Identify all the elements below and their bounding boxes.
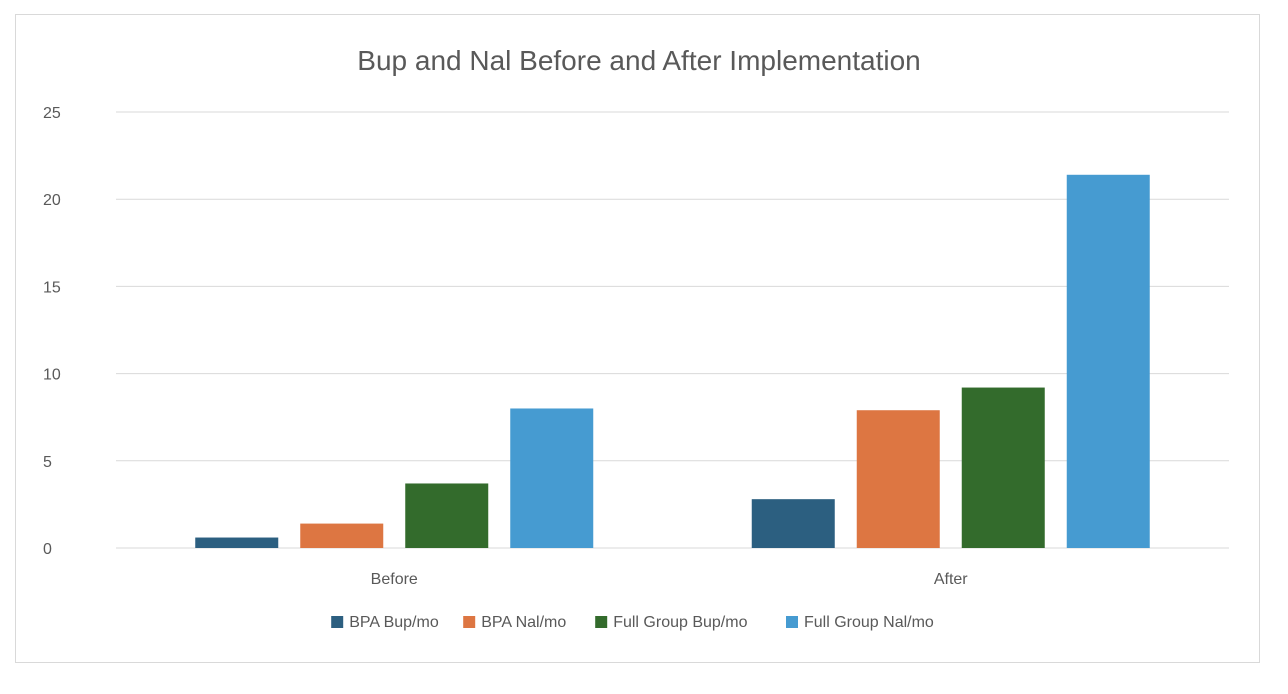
- legend-swatch: [331, 616, 344, 628]
- bar: [405, 483, 489, 548]
- legend-item: BPA Bup/mo: [331, 614, 439, 631]
- bar: [195, 537, 279, 548]
- x-category-label: After: [934, 571, 968, 588]
- legend-label: BPA Bup/mo: [349, 614, 439, 631]
- bar: [300, 523, 384, 548]
- legend-item: BPA Nal/mo: [463, 614, 566, 631]
- y-tick-label: 25: [43, 105, 61, 122]
- legend-swatch: [786, 616, 798, 628]
- legend-label: Full Group Nal/mo: [804, 614, 934, 631]
- bar: [751, 499, 835, 548]
- legend-label: BPA Nal/mo: [481, 614, 566, 631]
- chart-title: Bup and Nal Before and After Implementat…: [357, 45, 920, 76]
- y-tick-label: 15: [43, 279, 61, 296]
- bar: [510, 408, 594, 548]
- legend-item: Full Group Nal/mo: [786, 614, 934, 631]
- legend: BPA Bup/mo BPA Nal/mo Full Group Bup/mo Ful…: [331, 614, 934, 631]
- bar-chart: Bup and Nal Before and After Implementat…: [43, 45, 1229, 631]
- legend-label: Full Group Bup/mo: [613, 614, 747, 631]
- chart-frame: Bup and Nal Before and After Implementat…: [15, 14, 1260, 663]
- legend-item: Full Group Bup/mo: [595, 614, 748, 631]
- y-tick-label: 10: [43, 367, 61, 384]
- bar: [961, 387, 1045, 548]
- bar: [1066, 174, 1150, 548]
- bars: [195, 174, 1150, 548]
- bar: [856, 410, 940, 548]
- x-category-label: Before: [371, 571, 418, 588]
- y-axis-ticks: 0 5 10 15 20 25: [43, 105, 61, 558]
- legend-swatch: [463, 616, 476, 628]
- y-tick-label: 5: [43, 454, 52, 471]
- legend-swatch: [595, 616, 608, 628]
- gridlines: [116, 111, 1229, 549]
- y-tick-label: 0: [43, 541, 52, 558]
- y-tick-label: 20: [43, 192, 61, 209]
- x-axis-categories: Before After: [371, 571, 969, 588]
